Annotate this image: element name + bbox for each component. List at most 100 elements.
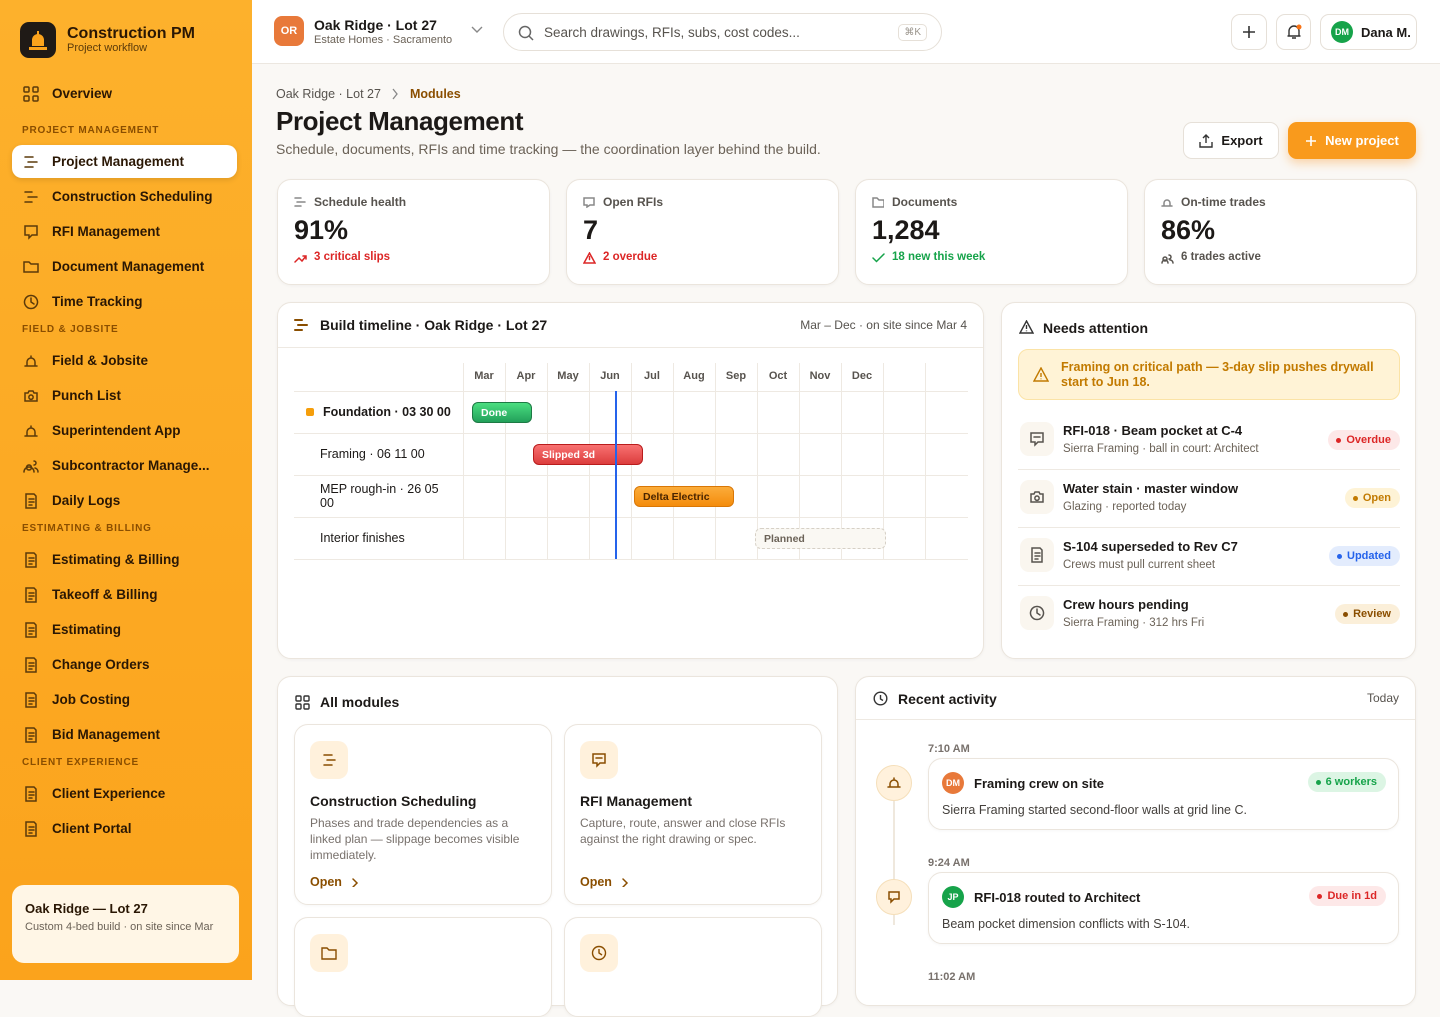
grid-column <box>757 363 758 559</box>
nav-label: Estimating & Billing <box>52 552 180 567</box>
nav-item[interactable]: Daily Logs <box>12 484 237 517</box>
icon-shape <box>622 878 629 887</box>
grid-column <box>883 363 884 559</box>
warning-icon <box>1019 320 1034 334</box>
gantt-bar[interactable]: Slipped 3d <box>533 444 643 465</box>
gantt-bar[interactable]: Planned <box>755 528 886 549</box>
stat-label: Open RFIs <box>603 195 664 209</box>
nav-item[interactable]: Bid Management <box>12 718 237 751</box>
icon <box>23 261 39 273</box>
module-card[interactable]: RFI Management Capture, route, answer and… <box>564 724 822 905</box>
nav-item[interactable]: Client Portal <box>12 812 237 845</box>
project-name[interactable]: Oak Ridge · Lot 27 <box>314 17 437 33</box>
entry-text: Sierra Framing started second-floor wall… <box>942 803 1247 817</box>
activity-icon <box>876 879 912 915</box>
module-card[interactable] <box>564 917 822 1017</box>
nav-item[interactable]: Client Experience <box>12 777 237 810</box>
module-card[interactable] <box>294 917 552 1017</box>
modules-icon <box>295 695 310 710</box>
project-chevron[interactable] <box>471 26 483 34</box>
activity-entry[interactable]: JP RFI-018 routed to Architect Due in 1d Be… <box>928 872 1399 944</box>
grid-column <box>925 363 926 559</box>
breadcrumb-root[interactable]: Oak Ridge · Lot 27 <box>276 87 381 101</box>
nav-item[interactable]: Project Management <box>12 145 237 178</box>
icon-shape <box>1031 547 1043 563</box>
icon-shape <box>592 753 606 768</box>
attention-item[interactable]: Crew hours pending Sierra Framing · 312 h… <box>1018 586 1400 644</box>
icon <box>24 156 38 168</box>
status-label: Overdue <box>1346 434 1391 446</box>
nav-item[interactable]: Overview <box>12 77 237 110</box>
attention-item[interactable]: RFI-018 · Beam pocket at C-4 Sierra Frami… <box>1018 412 1400 470</box>
attention-item[interactable]: S-104 superseded to Rev C7 Crews must pul… <box>1018 528 1400 586</box>
attention-title: Needs attention <box>1043 320 1149 336</box>
export-label: Export <box>1221 133 1263 148</box>
nav-label: Time Tracking <box>52 294 143 309</box>
activity-time: 11:02 AM <box>928 971 976 983</box>
icon <box>1030 491 1044 503</box>
search-placeholder: Search drawings, RFIs, subs, cost codes.… <box>544 25 800 40</box>
user-avatar: DM <box>1331 21 1353 43</box>
icon <box>583 197 595 208</box>
brand-logo <box>20 22 56 58</box>
module-open[interactable]: Open <box>310 875 360 889</box>
entry-title: RFI-018 routed to Architect <box>974 890 1141 905</box>
item-title: S-104 superseded to Rev C7 <box>1063 539 1238 554</box>
icon <box>25 552 37 568</box>
nav-item[interactable]: Job Costing <box>12 683 237 716</box>
grid-column <box>673 363 674 559</box>
icon <box>294 197 306 207</box>
module-card[interactable]: Construction Scheduling Phases and trade … <box>294 724 552 905</box>
icon-shape <box>888 891 900 904</box>
item-subtitle: Crews must pull current sheet <box>1063 559 1216 571</box>
nav-item[interactable]: Takeoff & Billing <box>12 578 237 611</box>
status-dot <box>1343 611 1349 617</box>
page-subtitle: Schedule, documents, RFIs and time track… <box>276 141 821 157</box>
module-icon <box>310 934 348 972</box>
item-icon <box>1020 596 1054 630</box>
nav-item[interactable]: Field & Jobsite <box>12 344 237 377</box>
nav-item[interactable]: Document Management <box>12 250 237 283</box>
icon-shape <box>24 156 38 168</box>
gantt-bar[interactable]: Delta Electric <box>634 486 734 507</box>
open-label: Open <box>310 875 342 889</box>
attention-item[interactable]: Water stain · master window Glazing · rep… <box>1018 470 1400 528</box>
grid-column <box>505 363 506 559</box>
search-box[interactable]: Search drawings, RFIs, subs, cost codes.… <box>503 13 942 51</box>
item-subtitle: Sierra Framing · ball in court: Architec… <box>1063 443 1259 455</box>
icon <box>352 878 359 887</box>
entry-text: Beam pocket dimension conflicts with S-1… <box>942 917 1191 931</box>
item-title: RFI-018 · Beam pocket at C-4 <box>1063 423 1243 438</box>
nav-label: Client Portal <box>52 821 132 836</box>
nav-item[interactable]: Time Tracking <box>12 285 237 318</box>
project-client: Estate Homes · Sacramento <box>314 34 453 46</box>
nav-item[interactable]: Change Orders <box>12 648 237 681</box>
gantt-bar[interactable]: Done <box>472 402 532 423</box>
entry-avatar: DM <box>942 772 964 794</box>
project-card[interactable]: Oak Ridge — Lot 27 Custom 4-bed build · … <box>12 885 239 963</box>
nav-item[interactable]: Construction Scheduling <box>12 180 237 213</box>
add-button[interactable] <box>1231 14 1267 50</box>
new-project-button[interactable]: New project <box>1288 122 1416 159</box>
module-open[interactable]: Open <box>580 875 630 889</box>
nav-section-title: PROJECT MANAGEMENT <box>22 125 160 136</box>
notifications-button[interactable] <box>1276 14 1311 50</box>
icon <box>24 355 38 367</box>
nav-item[interactable]: RFI Management <box>12 215 237 248</box>
nav-item[interactable]: Estimating <box>12 613 237 646</box>
icon <box>1161 199 1173 207</box>
nav-item[interactable]: Estimating & Billing <box>12 543 237 576</box>
user-name: Dana M. <box>1361 24 1411 40</box>
nav-item[interactable]: Subcontractor Manage... <box>12 449 237 482</box>
icon-shape <box>24 425 38 437</box>
nav-item[interactable]: Superintendent App <box>12 414 237 447</box>
stat-note: 18 new this week <box>892 251 986 263</box>
activity-icon <box>876 765 912 801</box>
user-menu[interactable]: DM Dana M. <box>1320 14 1417 50</box>
status-label: Open <box>1362 492 1391 504</box>
activity-entry[interactable]: DM Framing crew on site 6 workers Sierra Fr… <box>928 758 1399 830</box>
status-pill: Review <box>1335 604 1400 624</box>
nav-item[interactable]: Punch List <box>12 379 237 412</box>
nav-label: Project Management <box>52 154 185 169</box>
export-button[interactable]: Export <box>1183 122 1279 159</box>
